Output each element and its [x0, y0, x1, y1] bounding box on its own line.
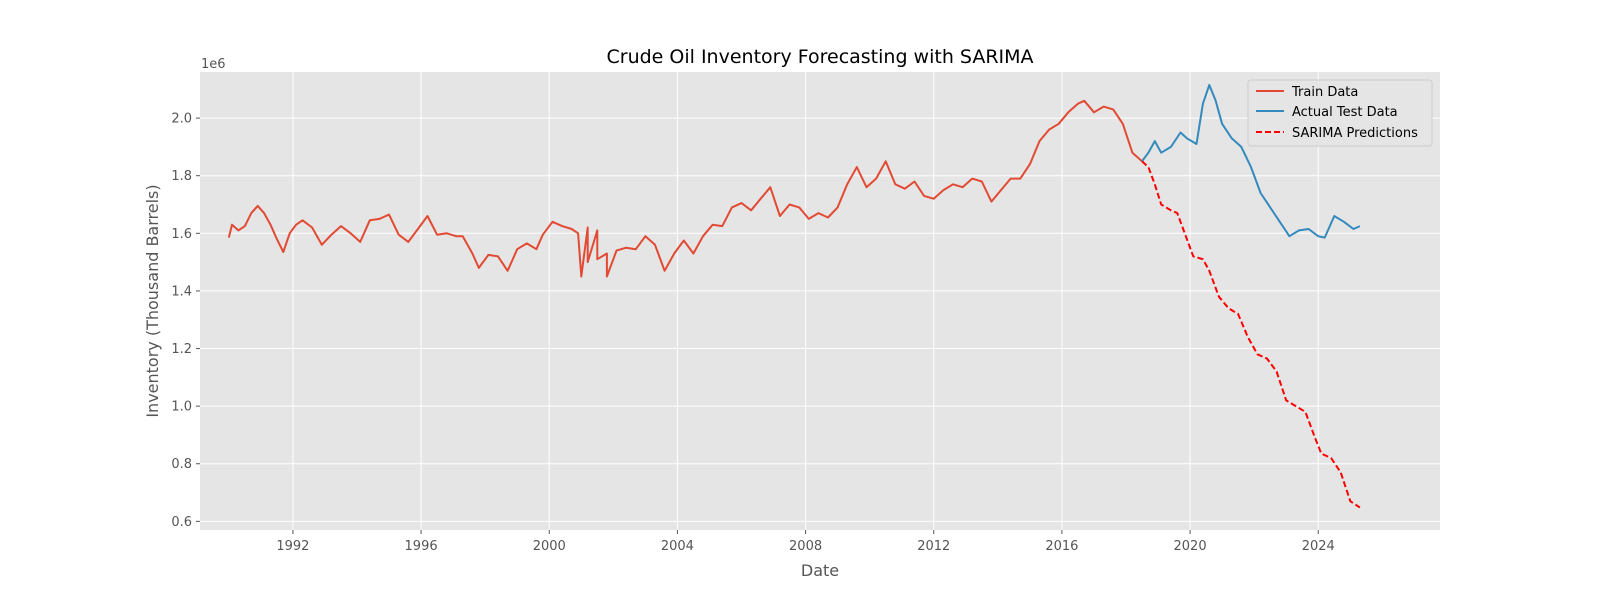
y-tick-label: 1.6 — [171, 227, 192, 242]
y-tick-label: 0.8 — [171, 457, 192, 472]
y-tick-label: 0.6 — [171, 515, 192, 530]
y-tick-label: 1.8 — [171, 169, 192, 184]
x-axis-ticks: 1992 1996 2000 2004 2008 2012 2016 2020 2024 — [276, 530, 1335, 554]
grid — [200, 72, 1440, 530]
chart-title: Crude Oil Inventory Forecasting with SAR… — [606, 46, 1033, 68]
train-data-line — [227, 99, 1143, 278]
legend-box — [1247, 79, 1433, 147]
y-axis-label: Inventory (Thousand Barrels) — [143, 184, 162, 417]
x-tick-label: 2024 — [1302, 539, 1335, 554]
actual-test-data-line — [1141, 84, 1361, 239]
x-tick-label: 2008 — [789, 539, 822, 554]
y-tick-label: 1.0 — [171, 400, 192, 415]
x-tick-label: 2000 — [533, 539, 566, 554]
x-tick-label: 1996 — [405, 539, 438, 554]
plot-background — [200, 72, 1440, 530]
legend-label-test: Actual Test Data — [1292, 105, 1398, 120]
x-tick-label: 2012 — [917, 539, 950, 554]
y-axis-ticks: 0.6 0.8 1.0 1.2 1.4 1.6 1.8 2.0 — [171, 112, 200, 530]
x-tick-label: 1992 — [276, 539, 309, 554]
y-tick-label: 1.2 — [171, 342, 192, 357]
x-tick-label: 2004 — [661, 539, 694, 554]
legend-label-predictions: SARIMA Predictions — [1292, 126, 1418, 141]
legend-label-train: Train Data — [1291, 85, 1358, 100]
sarima-predictions-line — [1141, 160, 1361, 509]
y-scale-label: 1e6 — [201, 57, 226, 72]
x-axis-label: Date — [801, 561, 839, 580]
y-tick-label: 2.0 — [171, 112, 192, 127]
x-tick-label: 2016 — [1045, 539, 1078, 554]
y-tick-label: 1.4 — [171, 284, 192, 299]
x-tick-label: 2020 — [1174, 539, 1207, 554]
series-layer — [227, 84, 1361, 509]
legend: Train Data Actual Test Data SARIMA Predi… — [1247, 79, 1433, 147]
